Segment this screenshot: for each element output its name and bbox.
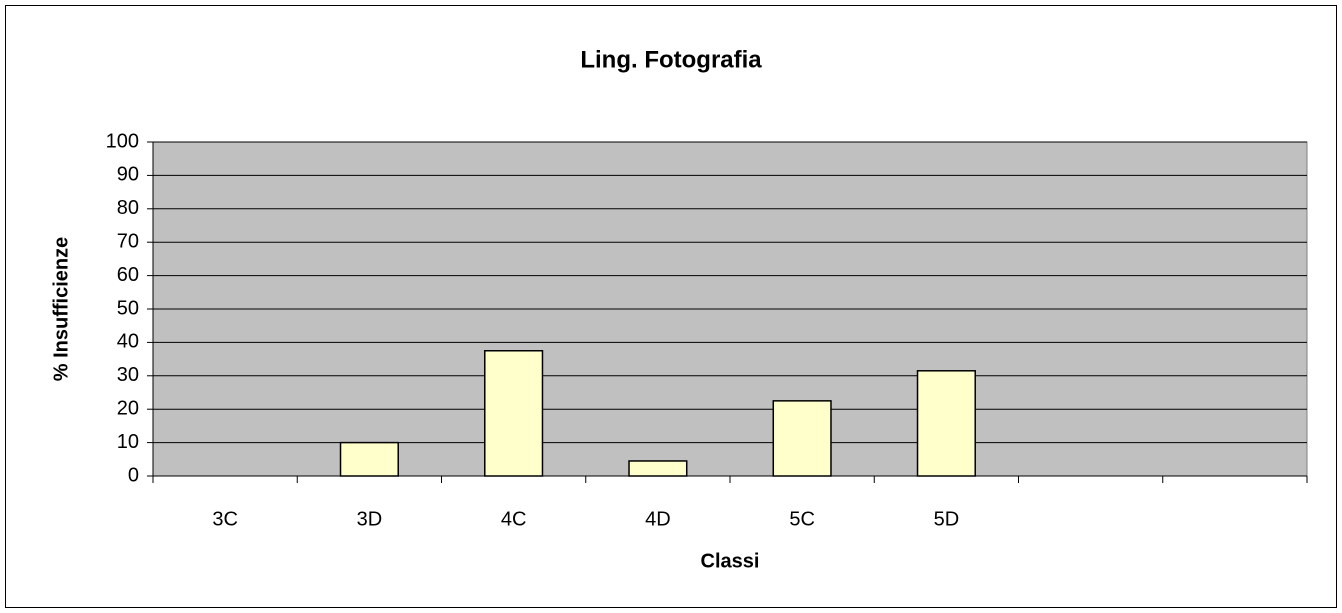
y-tick-label: 50 bbox=[117, 297, 139, 319]
x-axis-label: Classi bbox=[701, 550, 760, 572]
y-tick-label: 40 bbox=[117, 331, 139, 353]
bar bbox=[772, 400, 832, 477]
x-tick-label: 4D bbox=[645, 508, 671, 530]
y-tick-label: 20 bbox=[117, 397, 139, 419]
bar bbox=[339, 441, 399, 477]
y-tick-label: 0 bbox=[128, 464, 139, 486]
chart-title: Ling. Fotografia bbox=[580, 46, 762, 73]
y-tick-label: 30 bbox=[117, 364, 139, 386]
x-tick-label: 4C bbox=[501, 508, 527, 530]
y-tick-label: 100 bbox=[106, 130, 139, 152]
x-tick-label: 5C bbox=[789, 508, 815, 530]
bar bbox=[916, 370, 976, 477]
bar bbox=[628, 460, 688, 477]
y-tick-label: 10 bbox=[117, 431, 139, 453]
y-tick-label: 60 bbox=[117, 264, 139, 286]
x-tick-label: 3C bbox=[212, 508, 238, 530]
y-axis-label: % Insufficienze bbox=[50, 237, 72, 381]
y-tick-label: 90 bbox=[117, 164, 139, 186]
x-tick-label: 3D bbox=[357, 508, 383, 530]
y-tick-label: 80 bbox=[117, 197, 139, 219]
y-tick-label: 70 bbox=[117, 230, 139, 252]
bar bbox=[484, 350, 544, 477]
x-tick-label: 5D bbox=[934, 508, 960, 530]
